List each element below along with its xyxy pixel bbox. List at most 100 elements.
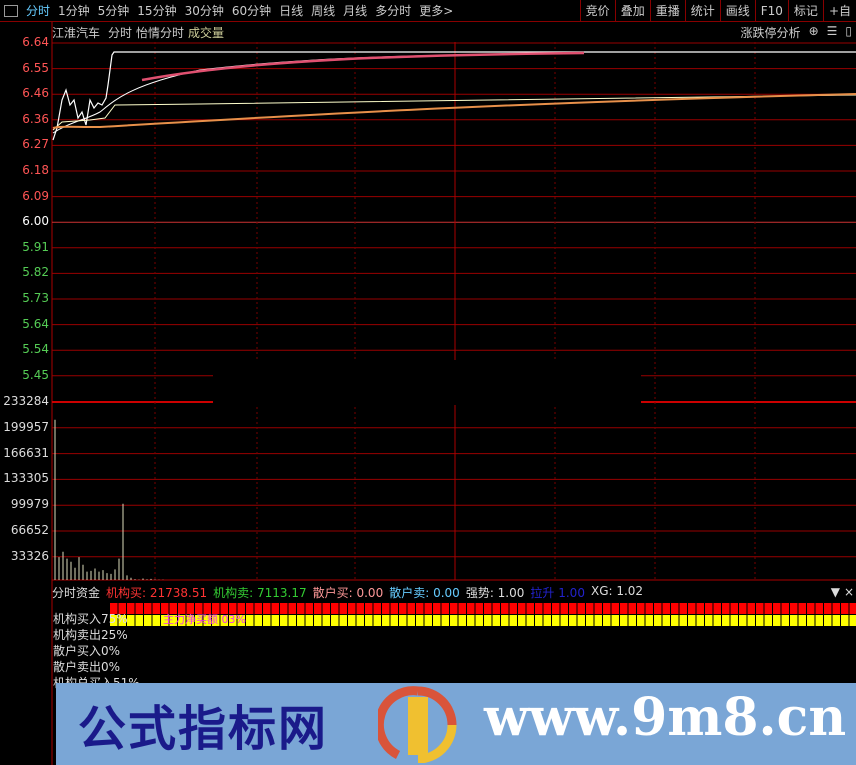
buy-cell xyxy=(127,603,135,614)
sell-cell xyxy=(654,615,662,626)
buy-cell xyxy=(399,603,407,614)
buy-cell xyxy=(305,603,313,614)
buy-cell xyxy=(280,603,288,614)
buy-cell xyxy=(535,603,543,614)
dropdown-icon[interactable]: ▼ xyxy=(830,585,840,599)
sell-cell xyxy=(518,615,526,626)
buy-cell xyxy=(314,603,322,614)
panel-toggle-icon[interactable] xyxy=(4,4,18,17)
sell-cell xyxy=(807,615,815,626)
toolbar-button[interactable]: +自 xyxy=(822,0,856,22)
period-tab[interactable]: 周线 xyxy=(311,4,336,18)
toolbar-button[interactable]: 画线 xyxy=(719,0,755,22)
indicator-item-label: 强势: xyxy=(465,585,494,600)
buy-cell xyxy=(484,603,492,614)
sell-cell xyxy=(696,615,704,626)
period-tab[interactable]: 更多> xyxy=(419,4,454,18)
period-tab[interactable]: 15分钟 xyxy=(137,4,177,18)
sell-cell xyxy=(331,615,339,626)
sell-cell xyxy=(815,615,823,626)
sell-cell xyxy=(688,615,696,626)
buy-cell xyxy=(110,603,118,614)
volume-label: 233284 xyxy=(3,394,49,408)
buy-cell xyxy=(730,603,738,614)
indicator-item: 机构卖: 7113.17 xyxy=(213,584,306,601)
sell-cell xyxy=(841,615,849,626)
indicator-item-label: 机构卖: xyxy=(213,585,254,600)
buy-cell xyxy=(654,603,662,614)
sell-cell xyxy=(798,615,806,626)
period-tab[interactable]: 月线 xyxy=(343,4,368,18)
indicator-item-label: 拉升 xyxy=(530,585,555,600)
sell-cell xyxy=(220,615,228,626)
period-tab[interactable]: 60分钟 xyxy=(231,4,272,18)
toolbar-button[interactable]: 重播 xyxy=(649,0,685,22)
indicator-item-label: 散户买: xyxy=(312,585,353,600)
indicator-item-value: 1.00 xyxy=(554,585,585,600)
sell-cell xyxy=(152,615,160,626)
sell-cell xyxy=(161,615,169,626)
indicator-item: 拉升 1.00 xyxy=(530,584,585,601)
toolbar-button[interactable]: 标记 xyxy=(787,0,823,22)
indicator-item-label: 机构买: xyxy=(106,585,147,600)
buy-cell xyxy=(509,603,517,614)
window-icon[interactable]: ▯ xyxy=(845,23,852,38)
buy-cell xyxy=(424,603,432,614)
period-tab[interactable]: 30分钟 xyxy=(184,4,224,18)
mode-label[interactable]: 分时 xyxy=(108,25,133,40)
sell-cell xyxy=(339,615,347,626)
buy-cell xyxy=(815,603,823,614)
indicator-item-label: 散户卖: xyxy=(389,585,430,600)
toolbar-button[interactable]: 叠加 xyxy=(614,0,650,22)
buy-cell xyxy=(756,603,764,614)
buy-cell xyxy=(611,603,619,614)
buy-cell xyxy=(764,603,772,614)
indicator-item-value: 21738.51 xyxy=(146,585,208,600)
sell-cell xyxy=(127,615,135,626)
buy-cell xyxy=(849,603,856,614)
period-tab[interactable]: 分时 xyxy=(26,4,51,18)
price-label: 5.91 xyxy=(22,239,49,254)
buy-cell xyxy=(637,603,645,614)
period-tab[interactable]: 日线 xyxy=(279,4,304,18)
sell-cell xyxy=(390,615,398,626)
fund-flow-bars xyxy=(110,603,856,626)
buy-cell xyxy=(841,603,849,614)
toolbar-button[interactable]: F10 xyxy=(754,0,788,22)
sell-cell xyxy=(484,615,492,626)
buy-cell xyxy=(662,603,670,614)
price-label: 6.36 xyxy=(22,111,49,126)
period-tab[interactable]: 1分钟 xyxy=(58,4,90,18)
sell-cell xyxy=(271,615,279,626)
menu-icon[interactable]: ☰ xyxy=(826,23,838,38)
sub-label[interactable]: 怡情分时 xyxy=(136,25,185,40)
buy-cell xyxy=(271,603,279,614)
buy-cell xyxy=(671,603,679,614)
volume-label[interactable]: 成交量 xyxy=(188,25,225,40)
buy-cell xyxy=(390,603,398,614)
volume-label: 66652 xyxy=(10,523,49,537)
avg-line-a xyxy=(52,52,585,134)
sell-cell xyxy=(832,615,840,626)
buy-cell xyxy=(144,603,152,614)
price-label: 5.64 xyxy=(22,316,49,331)
buy-cell xyxy=(679,603,687,614)
buy-cell xyxy=(560,603,568,614)
period-tab[interactable]: 5分钟 xyxy=(97,4,130,18)
sell-cell xyxy=(730,615,738,626)
limit-analysis-button[interactable]: 涨跌停分析 xyxy=(740,25,801,40)
sell-cell xyxy=(382,615,390,626)
up-icon[interactable]: ⊕ xyxy=(808,23,819,38)
indicator-item-value: 7113.17 xyxy=(253,585,307,600)
sell-cell xyxy=(679,615,687,626)
indicator-item-value: 0.00 xyxy=(429,585,460,600)
period-tab[interactable]: 多分时 xyxy=(375,4,412,18)
price-label: 6.46 xyxy=(22,86,49,101)
indicator-name[interactable]: 分时资金 xyxy=(52,585,101,600)
toolbar-button[interactable]: 竞价 xyxy=(579,0,615,22)
toolbar-button[interactable]: 统计 xyxy=(684,0,720,22)
sell-cell xyxy=(458,615,466,626)
sell-cell xyxy=(433,615,441,626)
close-icon[interactable]: × xyxy=(843,585,854,599)
